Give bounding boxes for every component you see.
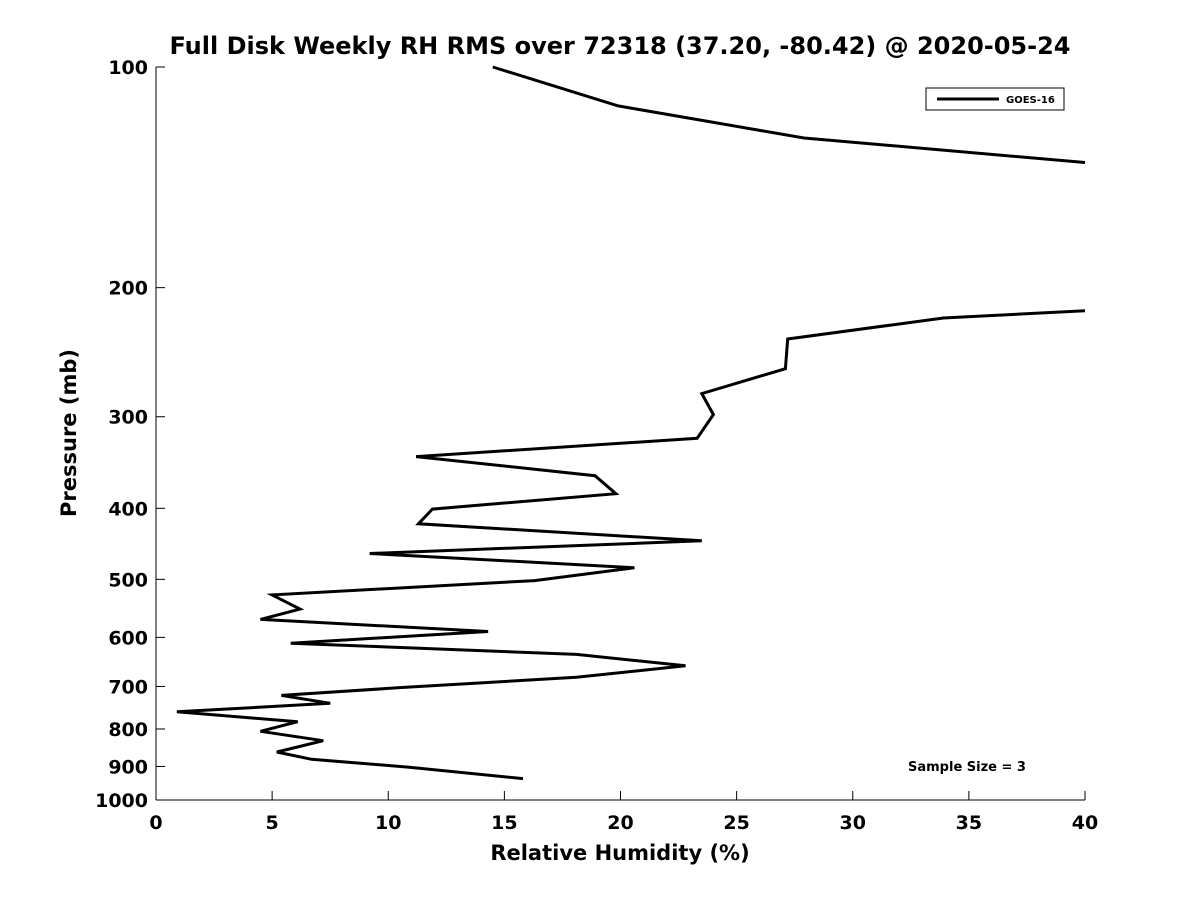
y-tick-label: 300 bbox=[108, 407, 148, 429]
chart-title: Full Disk Weekly RH RMS over 72318 (37.2… bbox=[169, 32, 1070, 60]
x-tick-label: 20 bbox=[607, 812, 633, 834]
legend: GOES-16 bbox=[925, 87, 1065, 111]
x-tick-label: 10 bbox=[375, 812, 401, 834]
y-axis-ticks: 100 200 300 400 500 600 700 800 900 1000 bbox=[95, 57, 165, 812]
x-tick-label: 15 bbox=[491, 812, 517, 834]
y-tick-label: 900 bbox=[108, 756, 148, 778]
y-tick-label: 800 bbox=[108, 719, 148, 741]
y-tick-label: 600 bbox=[108, 627, 148, 649]
series-layer bbox=[176, 65, 1086, 781]
y-tick-label: 700 bbox=[108, 676, 148, 698]
legend-entry-goes-16: GOES-16 bbox=[1006, 95, 1055, 106]
x-axis-label: Relative Humidity (%) bbox=[490, 841, 749, 865]
y-tick-label: 200 bbox=[108, 278, 148, 300]
series-line-goes-16 bbox=[492, 65, 1086, 164]
y-tick-label: 1000 bbox=[95, 790, 148, 812]
y-tick-label: 400 bbox=[108, 498, 148, 520]
x-tick-label: 35 bbox=[956, 812, 982, 834]
x-tick-label: 5 bbox=[266, 812, 279, 834]
x-tick-label: 40 bbox=[1072, 812, 1098, 834]
y-tick-label: 100 bbox=[108, 57, 148, 79]
sample-size-annotation: Sample Size = 3 bbox=[908, 760, 1026, 775]
x-tick-label: 30 bbox=[840, 812, 866, 834]
x-tick-label: 0 bbox=[149, 812, 162, 834]
y-axis-label: Pressure (mb) bbox=[57, 349, 81, 517]
series-line-goes-16 bbox=[176, 309, 1086, 781]
x-axis-ticks: 0 5 10 15 20 25 30 35 40 bbox=[149, 791, 1098, 834]
x-tick-label: 25 bbox=[723, 812, 749, 834]
y-tick-label: 500 bbox=[108, 569, 148, 591]
